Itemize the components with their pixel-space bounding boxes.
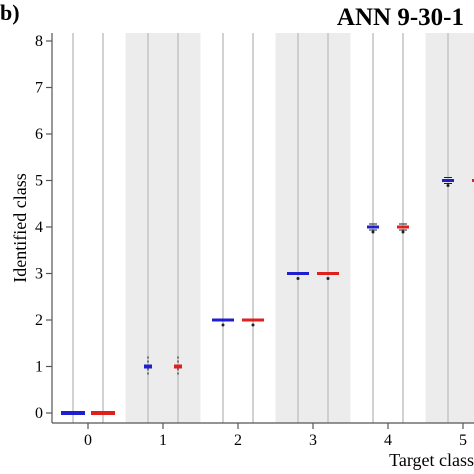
y-tick-label: 8 bbox=[35, 33, 43, 50]
outlier-point bbox=[326, 277, 330, 280]
y-tick-label: 4 bbox=[35, 219, 43, 236]
x-axis-label: Target class bbox=[389, 450, 474, 470]
x-tick-label: 2 bbox=[234, 432, 242, 449]
outlier-point bbox=[371, 230, 375, 234]
y-tick-label: 2 bbox=[35, 312, 43, 329]
y-tick-label: 3 bbox=[35, 266, 43, 283]
outlier-point bbox=[221, 323, 225, 327]
x-tick-label: 5 bbox=[459, 432, 467, 449]
y-tick-label: 6 bbox=[35, 126, 43, 143]
chart-title: ANN 9-30-1 bbox=[336, 4, 464, 31]
x-tick-label: 0 bbox=[84, 432, 92, 449]
y-axis-label: Identified class bbox=[10, 173, 30, 282]
outlier-point bbox=[251, 323, 255, 327]
y-tick-label: 5 bbox=[35, 173, 43, 190]
y-tick-label: 1 bbox=[35, 359, 43, 376]
shaded-band-3 bbox=[275, 33, 351, 423]
x-tick-label: 4 bbox=[384, 432, 392, 449]
outlier-point bbox=[401, 230, 405, 234]
panel-label: b) bbox=[0, 0, 20, 25]
y-tick-label: 0 bbox=[35, 405, 43, 422]
outlier-point bbox=[296, 277, 300, 280]
shaded-band-1 bbox=[125, 33, 201, 423]
x-tick-label: 1 bbox=[159, 432, 167, 449]
outlier-point bbox=[446, 184, 450, 187]
x-tick-label: 3 bbox=[309, 432, 317, 449]
shaded-band-5 bbox=[425, 33, 474, 423]
y-tick-label: 7 bbox=[35, 80, 43, 97]
